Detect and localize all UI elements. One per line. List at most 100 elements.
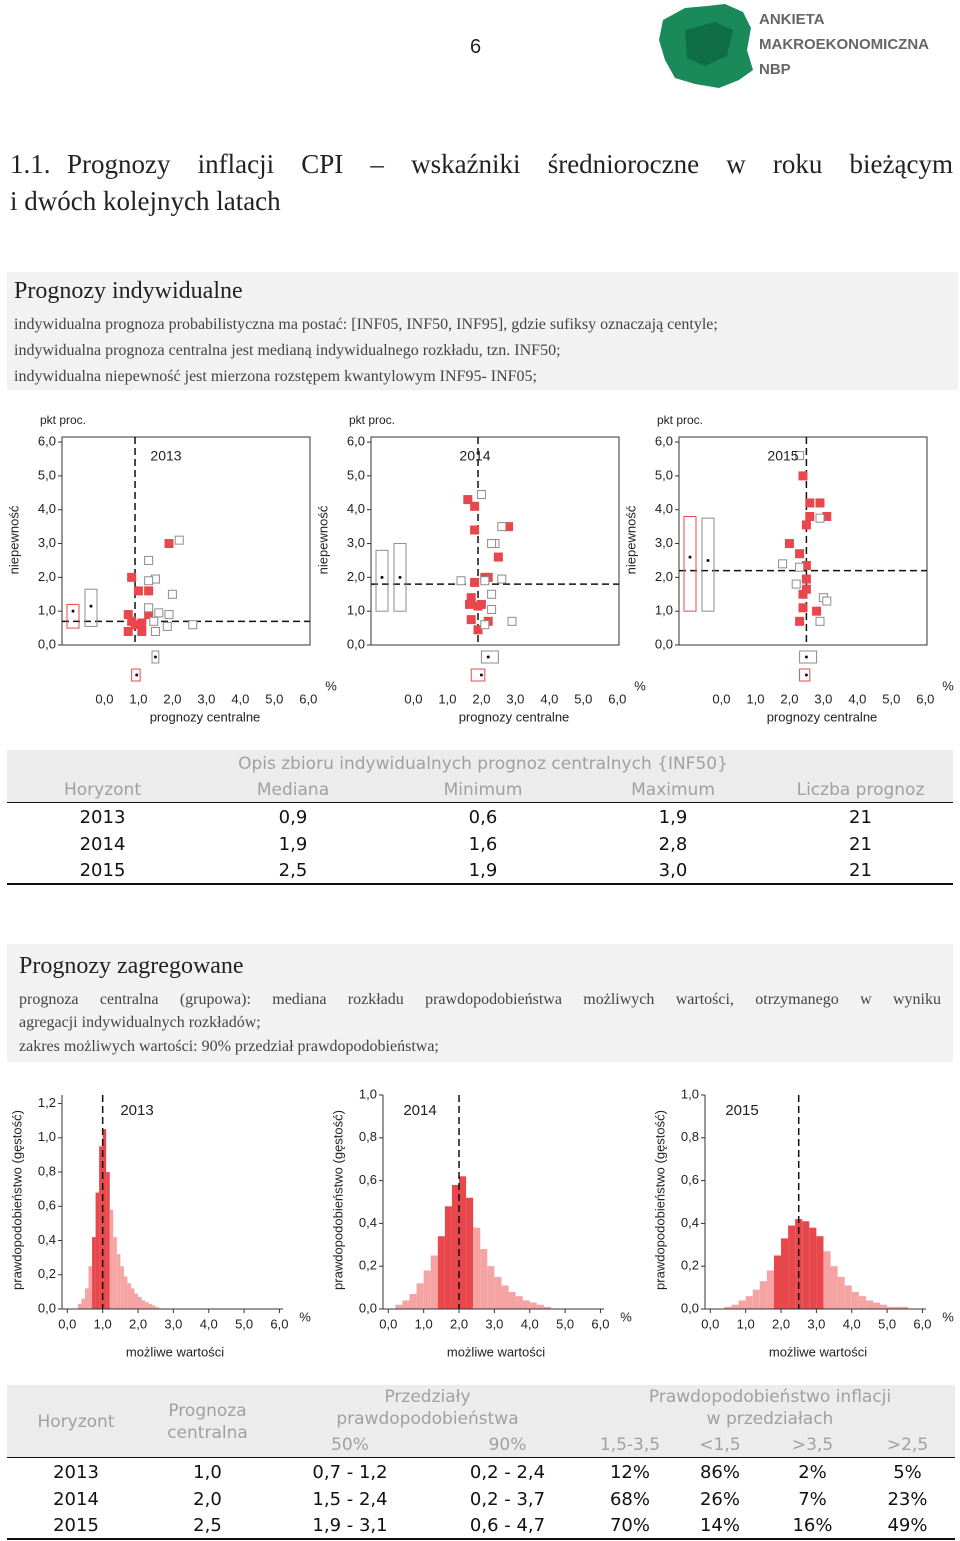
table-rule — [7, 1457, 955, 1458]
chart-year: 2014 — [403, 1102, 436, 1119]
uncertainty-box-median — [89, 604, 93, 608]
y-tick-label: 3,0 — [655, 535, 673, 550]
histogram-bar — [766, 1270, 774, 1309]
point — [144, 555, 154, 565]
table-cell: 2015 — [53, 1515, 99, 1536]
x-tick-label: 0,0 — [701, 1316, 719, 1331]
table-rule — [7, 1538, 955, 1540]
histogram-bar — [155, 1307, 160, 1309]
point — [791, 579, 801, 589]
x-tick-label: 1,0 — [737, 1316, 755, 1331]
x-tick-label: 3,0 — [807, 1316, 825, 1331]
histogram-bar — [809, 1227, 817, 1309]
x-tick-label: 6,0 — [916, 691, 934, 706]
histogram-bar — [148, 1303, 153, 1309]
uncertainty-box-median — [688, 555, 692, 559]
forecast-box — [151, 650, 160, 664]
y-axis-label: niepewność — [315, 505, 330, 574]
table-cell: 2,5 — [278, 860, 308, 881]
x-tick-label: 6,0 — [608, 691, 626, 706]
point — [149, 616, 159, 626]
histogram-bar — [788, 1225, 796, 1309]
histogram-charts: 0,0 0,2 0,4 0,6 0,8 1,0 1,2 0,0 1,0 2,0 3,0 4,0 5,0 6… — [9, 1086, 954, 1359]
histogram-bar — [858, 1296, 866, 1309]
x-unit: % — [634, 678, 646, 693]
y-tick-label: 0,0 — [681, 1300, 699, 1315]
y-tick-label: 6,0 — [347, 434, 365, 449]
column-subheader: 90% — [488, 1435, 527, 1455]
text-line: indywidualna prognoza probabilistyczna m… — [14, 316, 718, 333]
forecast-box — [470, 668, 486, 682]
uncertainty-box-median — [398, 575, 402, 579]
histogram-bar — [134, 1293, 139, 1309]
point — [493, 552, 503, 562]
y-tick-label: 4,0 — [655, 501, 673, 516]
point — [480, 620, 490, 630]
table-cell: 2014 — [53, 1488, 99, 1510]
column-header: Liczba prognoz — [796, 780, 925, 800]
histogram-bar — [77, 1303, 82, 1309]
y-tick-label: 0,4 — [681, 1215, 699, 1230]
point — [463, 495, 473, 505]
histogram-bar — [95, 1192, 100, 1309]
y-tick-label: 0,0 — [655, 636, 673, 651]
x-tick-label: 2,0 — [163, 691, 181, 706]
point — [144, 586, 154, 596]
logo-text: ANKIETA — [759, 11, 825, 28]
histogram-bar — [522, 1300, 530, 1309]
x-tick-label: 0,0 — [404, 691, 422, 706]
histogram-bar — [731, 1304, 739, 1309]
x-unit: % — [299, 1309, 311, 1324]
table-cell: 12% — [609, 1462, 650, 1483]
column-subheader: >2,5 — [886, 1435, 929, 1455]
point — [164, 539, 174, 549]
x-axis-label: możliwe wartości — [769, 1344, 867, 1359]
histogram-bar — [773, 1255, 782, 1309]
table-cell: 2,0 — [193, 1488, 222, 1510]
table-cell: 0,6 - 4,7 — [469, 1515, 546, 1536]
table-cell: 26% — [699, 1488, 740, 1510]
plot-frame — [370, 436, 620, 646]
y-unit: pkt proc. — [657, 413, 703, 427]
histogram-bar — [844, 1285, 852, 1309]
point — [137, 618, 147, 628]
histogram-bar — [802, 1221, 810, 1309]
table-rule — [7, 883, 953, 885]
table-cell: 7% — [798, 1488, 827, 1510]
y-tick-label: 3,0 — [38, 535, 56, 550]
forecast-box-median — [479, 673, 483, 677]
histogram-bar — [543, 1306, 551, 1309]
table-cell: 3,0 — [658, 860, 688, 881]
point — [801, 584, 811, 594]
x-tick-label: 4,0 — [848, 691, 866, 706]
point — [822, 596, 832, 606]
histogram-bar — [99, 1146, 103, 1309]
table-cell: 2,5 — [193, 1515, 222, 1536]
histogram-bar — [880, 1304, 888, 1309]
x-tick-label: 3,0 — [197, 691, 215, 706]
column-subheader: 50% — [331, 1435, 369, 1455]
uncertainty-box — [701, 517, 715, 612]
section-title: Prognozy inflacji CPI – wskaźniki średni… — [67, 149, 953, 179]
chart-year: 2015 — [767, 448, 798, 464]
y-tick-label: 1,0 — [359, 1086, 377, 1101]
forecast-box-median — [135, 673, 139, 677]
x-tick-label: 1,0 — [129, 691, 147, 706]
x-tick-label: 2,0 — [129, 1316, 147, 1331]
histogram-bar — [109, 1209, 114, 1309]
point — [167, 589, 177, 599]
point — [473, 625, 483, 635]
page-number: 6 — [470, 36, 482, 58]
histogram-bar — [92, 1237, 96, 1309]
info-box — [7, 944, 953, 1062]
histogram-bar — [501, 1285, 509, 1309]
y-unit: pkt proc. — [40, 413, 86, 427]
table-cell: 0,7 - 1,2 — [312, 1462, 388, 1483]
y-tick-label: 0,8 — [681, 1129, 699, 1144]
y-tick-label: 0,4 — [38, 1232, 56, 1247]
y-tick-label: 0,2 — [359, 1258, 377, 1273]
point — [144, 603, 154, 613]
x-unit: % — [942, 1309, 954, 1324]
histogram-bar — [395, 1304, 403, 1309]
info-box — [7, 272, 958, 390]
